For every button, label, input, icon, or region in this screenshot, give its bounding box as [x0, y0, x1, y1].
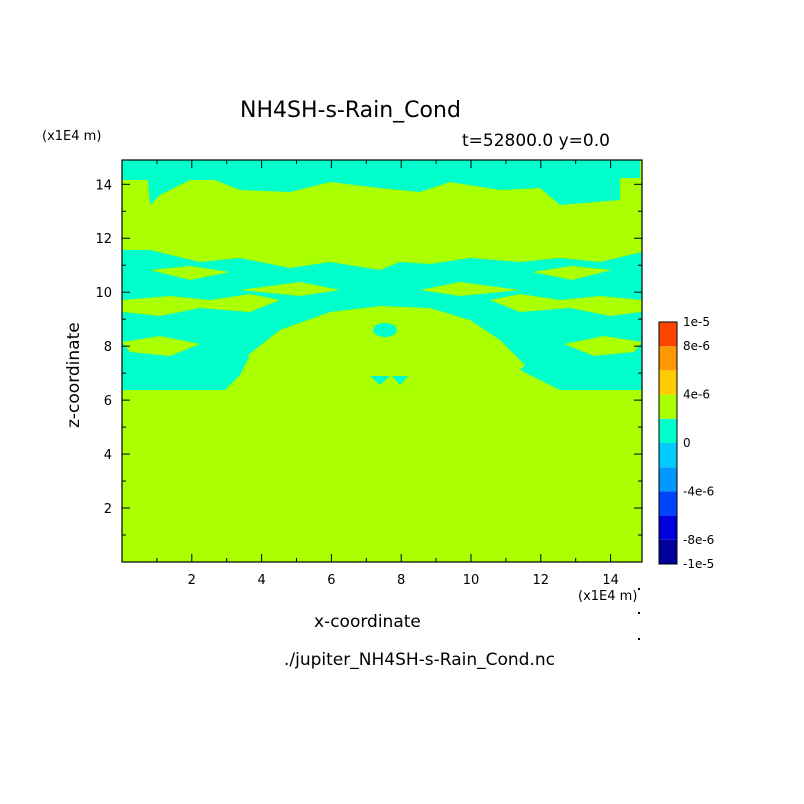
- central-green-dome: [248, 306, 525, 375]
- y-tick-label: 6: [104, 394, 112, 409]
- y-tick-label: 10: [95, 286, 112, 301]
- green-inclusion: [420, 282, 520, 296]
- green-inclusion: [122, 294, 280, 316]
- green-inclusion: [122, 336, 200, 356]
- dot-marker: [638, 588, 640, 590]
- upper-cyan-band: [122, 160, 640, 205]
- colorbar-label: -8e-6: [683, 533, 714, 547]
- x-axis-ticks: 2 4 6 8 10 12 14: [156, 160, 619, 588]
- green-inclusion: [532, 266, 612, 280]
- colorbar-segment: [659, 394, 677, 419]
- plot-frame: [121, 159, 643, 563]
- negative-value-regions: [122, 160, 642, 390]
- x-tick-label: 10: [463, 573, 480, 588]
- colorbar-segment: [659, 539, 677, 564]
- colorbar-segment: [659, 346, 677, 371]
- y-tick-label: 12: [95, 232, 112, 247]
- x-tick-label: 2: [188, 573, 196, 588]
- colorbar-label: 8e-6: [683, 339, 710, 353]
- y-tick-label: 14: [95, 178, 112, 193]
- small-cyan-blob: [373, 323, 397, 337]
- colorbar-segment: [659, 443, 677, 468]
- x-tick-label: 8: [397, 573, 405, 588]
- colorbar-label: 1e-5: [683, 315, 710, 329]
- green-inclusion: [564, 336, 642, 356]
- colorbar-label: -1e-5: [683, 557, 714, 571]
- x-tick-label: 12: [533, 573, 550, 588]
- colorbar: 1e-5 8e-6 4e-6 0 -4e-6 -8e-6 -1e-5: [658, 315, 714, 571]
- y-tick-label: 2: [104, 502, 112, 517]
- y-axis-ticks: 2 4 6 8 10 12 14: [95, 178, 642, 536]
- colorbar-frame: [658, 321, 678, 565]
- colorbar-segment: [659, 491, 677, 516]
- colorbar-label: 4e-6: [683, 388, 710, 402]
- y-axis-unit: (x1E4 m): [42, 129, 102, 144]
- x-tick-label: 6: [327, 573, 335, 588]
- colorbar-segment: [659, 467, 677, 492]
- x-tick-label: 14: [602, 573, 619, 588]
- green-inclusion: [150, 266, 230, 280]
- chart-title: NH4SH-s-Rain_Cond: [240, 98, 461, 123]
- chart-subtitle: t=52800.0 y=0.0: [462, 131, 610, 151]
- x-tick-label: 4: [257, 573, 265, 588]
- y-tick-label: 8: [104, 340, 112, 355]
- colorbar-label: -4e-6: [683, 484, 714, 498]
- green-inclusion: [490, 294, 642, 316]
- colorbar-segment: [659, 322, 677, 347]
- y-tick-label: 4: [104, 448, 112, 463]
- small-cyan-blob: [392, 376, 408, 385]
- green-inclusion: [240, 282, 340, 296]
- dot-marker: [638, 612, 640, 614]
- file-name-label: ./jupiter_NH4SH-s-Rain_Cond.nc: [284, 650, 555, 670]
- colorbar-segment: [659, 418, 677, 443]
- dot-marker: [638, 638, 640, 640]
- colorbar-label: 0: [683, 436, 691, 450]
- x-axis-unit: (x1E4 m): [578, 589, 638, 604]
- colorbar-segment: [659, 370, 677, 395]
- marker-dots: [638, 588, 640, 640]
- x-axis-label: x-coordinate: [314, 612, 421, 632]
- colorbar-segment: [659, 515, 677, 540]
- small-cyan-blob: [370, 376, 390, 385]
